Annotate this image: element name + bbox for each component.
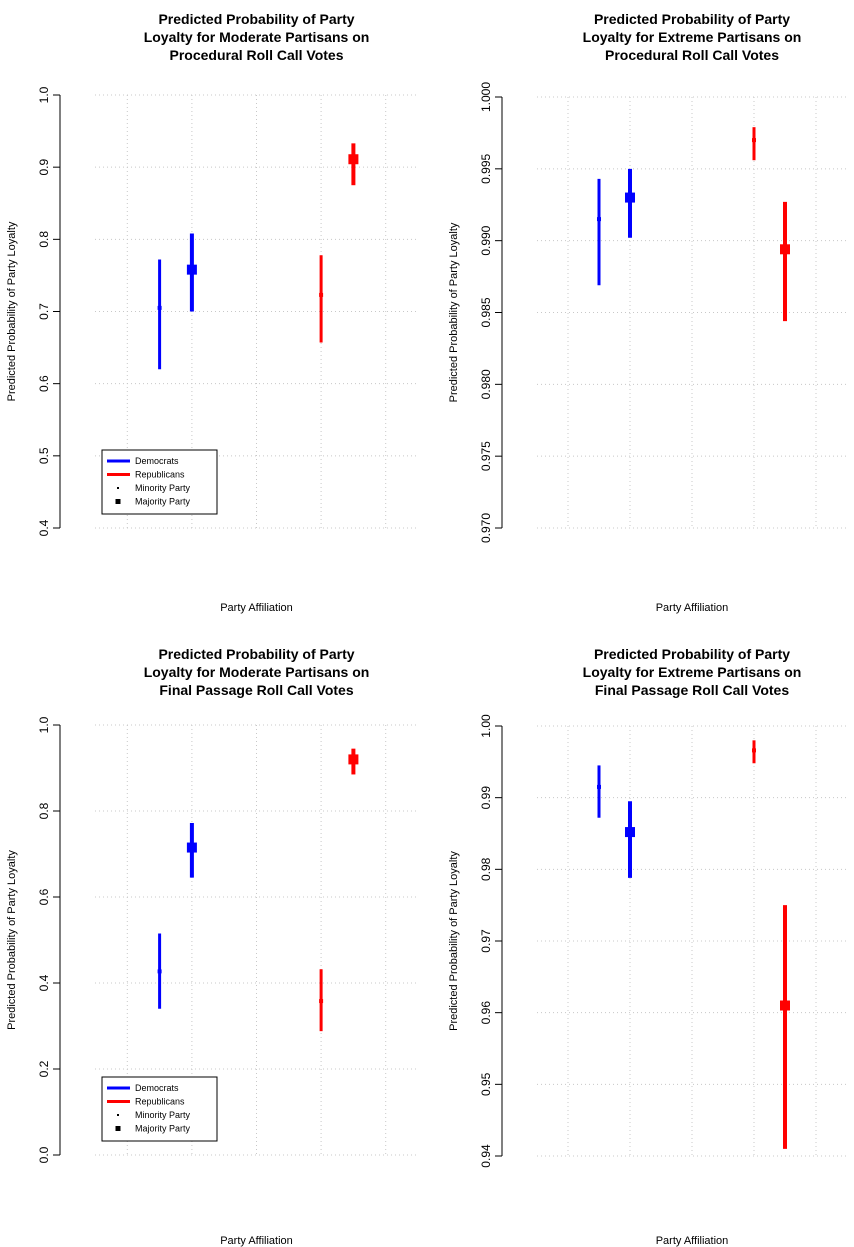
chart-title-line: Final Passage Roll Call Votes bbox=[595, 682, 789, 698]
y-tick-label: 0.4 bbox=[37, 974, 51, 991]
y-tick-label: 0.4 bbox=[37, 519, 51, 536]
y-tick-label: 0.8 bbox=[37, 231, 51, 248]
legend-point-swatch bbox=[117, 1114, 119, 1116]
point-estimate-republicans-majority bbox=[348, 154, 359, 165]
y-tick-label: 1.000 bbox=[479, 82, 493, 112]
y-axis-label: Predicted Probability of Party Loyalty bbox=[448, 222, 460, 402]
point-estimate-democrats-minority bbox=[597, 784, 601, 789]
point-estimate-democrats-majority bbox=[186, 264, 197, 275]
chart-panel-moderate-procedural: Predicted Probability of Party Loyalty fo… bbox=[6, 11, 418, 614]
y-tick-label: 1.0 bbox=[37, 716, 51, 733]
chart-panel-extreme-procedural: Predicted Probability of Party Loyalty fo… bbox=[448, 11, 847, 614]
y-tick-label: 0.99 bbox=[479, 786, 493, 810]
chart-title-line: Loyalty for Extreme Partisans on bbox=[583, 664, 802, 680]
point-estimate-republicans-majority bbox=[348, 754, 359, 765]
y-tick-label: 0.995 bbox=[479, 153, 493, 183]
legend-label: Republicans bbox=[135, 1097, 185, 1107]
chart-title-line: Predicted Probability of Party bbox=[594, 646, 790, 662]
chart-title-line: Loyalty for Extreme Partisans on bbox=[583, 29, 802, 45]
x-axis-label: Party Affiliation bbox=[220, 602, 293, 614]
y-tick-label: 0.9 bbox=[37, 159, 51, 176]
chart-panel-moderate-final-passage: Predicted Probability of Party Loyalty fo… bbox=[6, 646, 418, 1247]
y-tick-label: 0.7 bbox=[37, 303, 51, 320]
chart-title-line: Predicted Probability of Party bbox=[594, 11, 790, 27]
legend-point-swatch bbox=[115, 1126, 121, 1131]
y-axis-label: Predicted Probability of Party Loyalty bbox=[448, 851, 460, 1031]
chart-title-line: Loyalty for Moderate Partisans on bbox=[144, 29, 370, 45]
y-tick-label: 0.6 bbox=[37, 888, 51, 905]
x-axis-label: Party Affiliation bbox=[656, 1235, 729, 1247]
point-estimate-democrats-majority bbox=[625, 192, 635, 203]
y-tick-label: 0.5 bbox=[37, 447, 51, 464]
chart-title-line: Predicted Probability of Party bbox=[158, 11, 354, 27]
legend-label: Democrats bbox=[135, 456, 179, 466]
chart-panel-extreme-final-passage: Predicted Probability of Party Loyalty fo… bbox=[448, 646, 847, 1247]
chart-title-line: Predicted Probability of Party bbox=[158, 646, 354, 662]
y-tick-label: 0.980 bbox=[479, 369, 493, 399]
legend-label: Minority Party bbox=[135, 483, 191, 493]
y-tick-label: 0.6 bbox=[37, 375, 51, 392]
y-tick-label: 0.97 bbox=[479, 929, 493, 953]
y-tick-label: 1.00 bbox=[479, 714, 493, 738]
point-estimate-republicans-minority bbox=[752, 748, 756, 753]
point-estimate-republicans-majority bbox=[780, 1000, 790, 1011]
y-tick-label: 0.95 bbox=[479, 1072, 493, 1096]
y-tick-label: 0.990 bbox=[479, 225, 493, 255]
legend-label: Democrats bbox=[135, 1083, 179, 1093]
point-estimate-republicans-majority bbox=[780, 244, 790, 255]
x-axis-label: Party Affiliation bbox=[656, 602, 729, 614]
legend-box bbox=[101, 449, 218, 515]
y-tick-label: 0.96 bbox=[479, 1001, 493, 1025]
legend-label: Minority Party bbox=[135, 1110, 191, 1120]
y-tick-label: 0.98 bbox=[479, 857, 493, 881]
legend-label: Republicans bbox=[135, 470, 185, 480]
y-tick-label: 0.970 bbox=[479, 513, 493, 543]
y-tick-label: 0.2 bbox=[37, 1060, 51, 1077]
legend-label: Majority Party bbox=[135, 497, 191, 507]
legend-point-swatch bbox=[115, 499, 121, 504]
y-tick-label: 0.0 bbox=[37, 1146, 51, 1163]
x-axis-label: Party Affiliation bbox=[220, 1235, 293, 1247]
y-tick-label: 0.94 bbox=[479, 1144, 493, 1168]
point-estimate-republicans-minority bbox=[319, 999, 324, 1004]
y-tick-label: 0.975 bbox=[479, 441, 493, 471]
point-estimate-democrats-minority bbox=[597, 217, 601, 222]
y-axis-label: Predicted Probability of Party Loyalty bbox=[6, 221, 18, 401]
legend-point-swatch bbox=[117, 487, 119, 489]
y-tick-label: 0.985 bbox=[479, 297, 493, 327]
chart-title-line: Procedural Roll Call Votes bbox=[169, 47, 343, 63]
point-estimate-republicans-minority bbox=[752, 138, 756, 143]
y-axis-label: Predicted Probability of Party Loyalty bbox=[6, 850, 18, 1030]
chart-title-line: Procedural Roll Call Votes bbox=[605, 47, 779, 63]
y-tick-label: 1.0 bbox=[37, 86, 51, 103]
point-estimate-republicans-minority bbox=[319, 292, 324, 297]
chart-title-line: Loyalty for Moderate Partisans on bbox=[144, 664, 370, 680]
chart-title-line: Final Passage Roll Call Votes bbox=[159, 682, 353, 698]
point-estimate-democrats-majority bbox=[186, 842, 197, 853]
point-estimate-democrats-minority bbox=[157, 305, 162, 310]
y-tick-label: 0.8 bbox=[37, 802, 51, 819]
legend-label: Majority Party bbox=[135, 1124, 191, 1134]
point-estimate-democrats-majority bbox=[625, 827, 635, 838]
point-estimate-democrats-minority bbox=[157, 969, 162, 974]
